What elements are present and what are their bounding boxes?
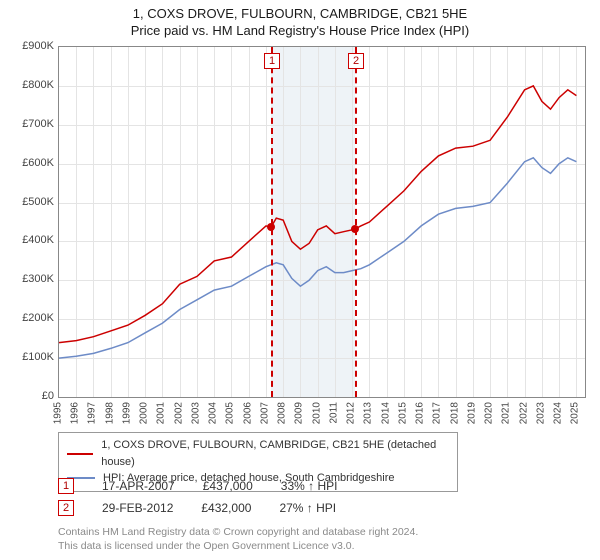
x-axis-label: 2007 — [259, 402, 270, 424]
x-axis-label: 2023 — [535, 402, 546, 424]
sale-date: 17-APR-2007 — [102, 479, 175, 493]
legend-item: 1, COXS DROVE, FULBOURN, CAMBRIDGE, CB21… — [67, 437, 449, 470]
sale-record-row: 1 17-APR-2007 £437,000 33% ↑ HPI — [58, 478, 337, 494]
x-axis-label: 2012 — [346, 402, 357, 424]
y-axis-label: £900K — [22, 40, 54, 52]
sale-hpi-delta: 27% ↑ HPI — [279, 501, 336, 515]
footnote-line-2: This data is licensed under the Open Gov… — [58, 540, 418, 554]
x-axis-label: 2010 — [311, 402, 322, 424]
x-axis-label: 2021 — [501, 402, 512, 424]
title-line-2: Price paid vs. HM Land Registry's House … — [0, 23, 600, 40]
series-line-price_paid — [59, 86, 576, 343]
sale-date: 29-FEB-2012 — [102, 501, 173, 515]
footnote: Contains HM Land Registry data © Crown c… — [58, 526, 418, 553]
event-marker-badge: 1 — [264, 53, 280, 69]
x-axis-label: 2014 — [380, 402, 391, 424]
x-axis-label: 2016 — [415, 402, 426, 424]
y-axis-label: £100K — [22, 351, 54, 363]
x-axis-label: 2020 — [484, 402, 495, 424]
x-axis-label: 2017 — [432, 402, 443, 424]
x-axis-label: 2002 — [173, 402, 184, 424]
y-axis-label: £500K — [22, 196, 54, 208]
y-axis-label: £800K — [22, 79, 54, 91]
x-axis-label: 2006 — [242, 402, 253, 424]
x-axis-label: 1995 — [53, 402, 64, 424]
sale-hpi-delta: 33% ↑ HPI — [281, 479, 338, 493]
x-axis-label: 2025 — [570, 402, 581, 424]
x-axis-label: 2024 — [553, 402, 564, 424]
event-marker-line — [355, 47, 357, 397]
x-axis-label: 2011 — [328, 402, 339, 424]
event-marker-line — [271, 47, 273, 397]
sale-marker-icon: 2 — [58, 500, 74, 516]
sale-price: £437,000 — [203, 479, 253, 493]
chart-title-block: 1, COXS DROVE, FULBOURN, CAMBRIDGE, CB21… — [0, 0, 600, 40]
sale-marker-icon: 1 — [58, 478, 74, 494]
x-axis-label: 1998 — [104, 402, 115, 424]
x-axis-label: 2000 — [139, 402, 150, 424]
y-axis-label: £600K — [22, 157, 54, 169]
x-axis-label: 1999 — [121, 402, 132, 424]
x-axis-label: 2022 — [518, 402, 529, 424]
event-marker-point — [267, 223, 275, 231]
title-line-1: 1, COXS DROVE, FULBOURN, CAMBRIDGE, CB21… — [0, 6, 600, 23]
x-axis-label: 2013 — [363, 402, 374, 424]
sale-record-row: 2 29-FEB-2012 £432,000 27% ↑ HPI — [58, 500, 336, 516]
y-axis-label: £700K — [22, 118, 54, 130]
x-axis-label: 2004 — [208, 402, 219, 424]
sale-price: £432,000 — [201, 501, 251, 515]
x-axis-label: 2001 — [156, 402, 167, 424]
event-marker-badge: 2 — [348, 53, 364, 69]
series-line-hpi — [59, 158, 576, 358]
x-axis-label: 2008 — [277, 402, 288, 424]
y-axis-label: £400K — [22, 234, 54, 246]
x-axis-label: 1997 — [87, 402, 98, 424]
x-axis-label: 2019 — [466, 402, 477, 424]
y-axis-label: £200K — [22, 312, 54, 324]
y-axis-label: £0 — [42, 390, 54, 402]
x-axis-label: 2005 — [225, 402, 236, 424]
legend-swatch — [67, 453, 93, 455]
event-marker-point — [351, 225, 359, 233]
price-chart: 12 — [58, 46, 586, 398]
footnote-line-1: Contains HM Land Registry data © Crown c… — [58, 526, 418, 540]
x-axis-label: 2015 — [397, 402, 408, 424]
y-axis-label: £300K — [22, 273, 54, 285]
chart-lines — [59, 47, 585, 397]
x-axis-label: 2018 — [449, 402, 460, 424]
x-axis-label: 1996 — [70, 402, 81, 424]
x-axis-label: 2003 — [190, 402, 201, 424]
legend-label: 1, COXS DROVE, FULBOURN, CAMBRIDGE, CB21… — [101, 437, 449, 470]
x-axis-label: 2009 — [294, 402, 305, 424]
